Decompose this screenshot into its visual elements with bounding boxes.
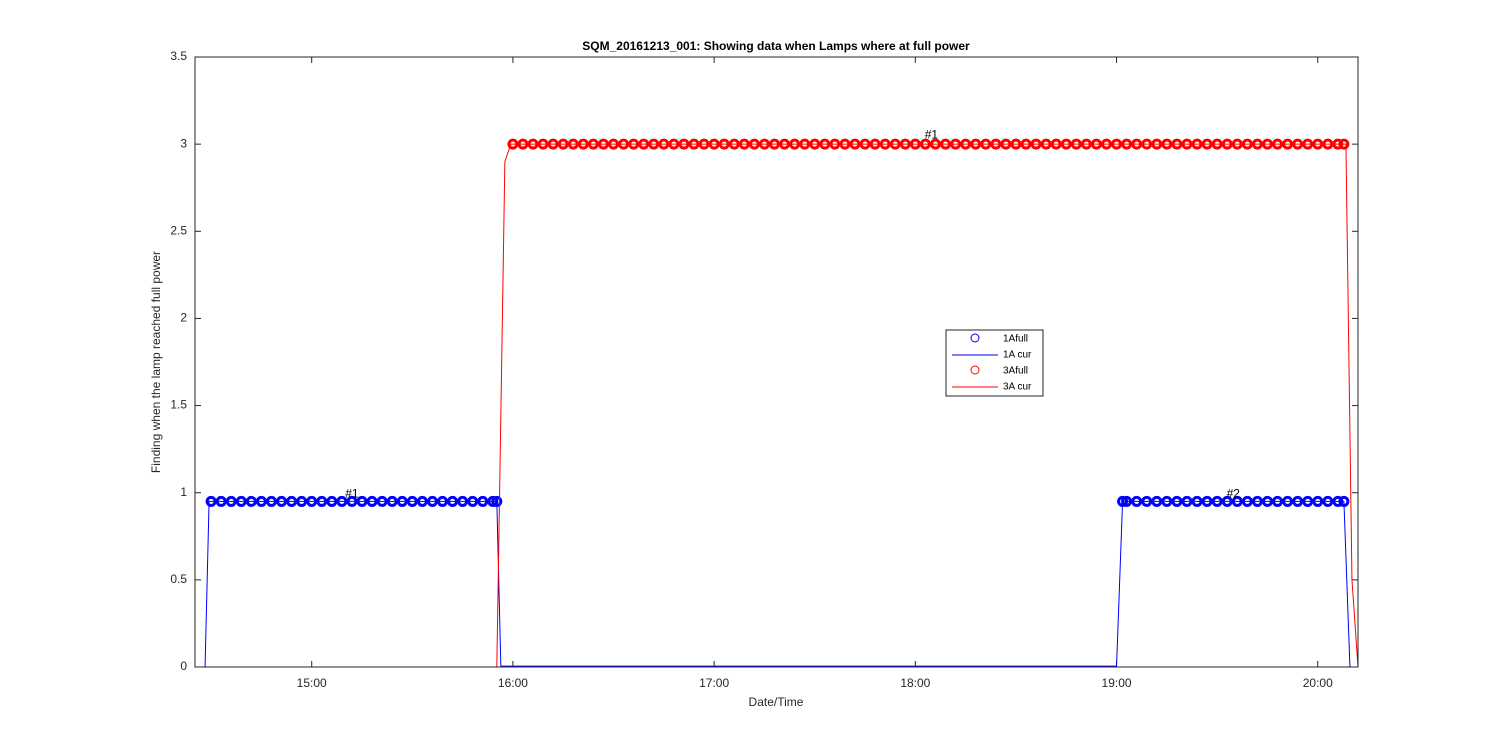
x-tick-label: 20:00 bbox=[1303, 676, 1333, 690]
x-axis-label: Date/Time bbox=[749, 695, 804, 709]
y-tick-label: 2 bbox=[180, 311, 187, 325]
y-tick-label: 1.5 bbox=[170, 398, 187, 412]
x-tick-label: 16:00 bbox=[498, 676, 528, 690]
y-tick-label: 3.5 bbox=[170, 49, 187, 63]
legend-label: 3A cur bbox=[1003, 382, 1032, 393]
chart-title: SQM_20161213_001: Showing data when Lamp… bbox=[582, 39, 970, 53]
plot-area bbox=[195, 57, 1358, 667]
y-tick-label: 2.5 bbox=[170, 223, 187, 237]
y-tick-label: 0.5 bbox=[170, 572, 187, 586]
x-tick-label: 17:00 bbox=[699, 676, 729, 690]
legend-box bbox=[945, 329, 1044, 397]
legend-label: 3Afull bbox=[1003, 366, 1028, 377]
series-line bbox=[195, 500, 1358, 668]
legend-swatch bbox=[970, 333, 980, 343]
axes-box bbox=[194, 56, 1359, 668]
legend-label: 1Afull bbox=[1003, 334, 1028, 345]
annotation: #1 bbox=[925, 128, 939, 142]
annotation: #1 bbox=[345, 487, 359, 501]
y-axis-label: Finding when the lamp reached full power bbox=[149, 251, 163, 473]
legend-label: 1A cur bbox=[1003, 350, 1032, 361]
y-tick-label: 1 bbox=[180, 485, 187, 499]
annotation: #2 bbox=[1227, 487, 1241, 501]
y-tick-label: 0 bbox=[180, 659, 187, 673]
x-tick-label: 15:00 bbox=[297, 676, 327, 690]
legend: 1Afull 1A cur 3Afull 3A cur bbox=[945, 329, 1044, 397]
legend-swatch bbox=[970, 365, 980, 375]
y-tick-label: 3 bbox=[180, 136, 187, 150]
x-tick-label: 19:00 bbox=[1102, 676, 1132, 690]
x-tick-label: 18:00 bbox=[900, 676, 930, 690]
